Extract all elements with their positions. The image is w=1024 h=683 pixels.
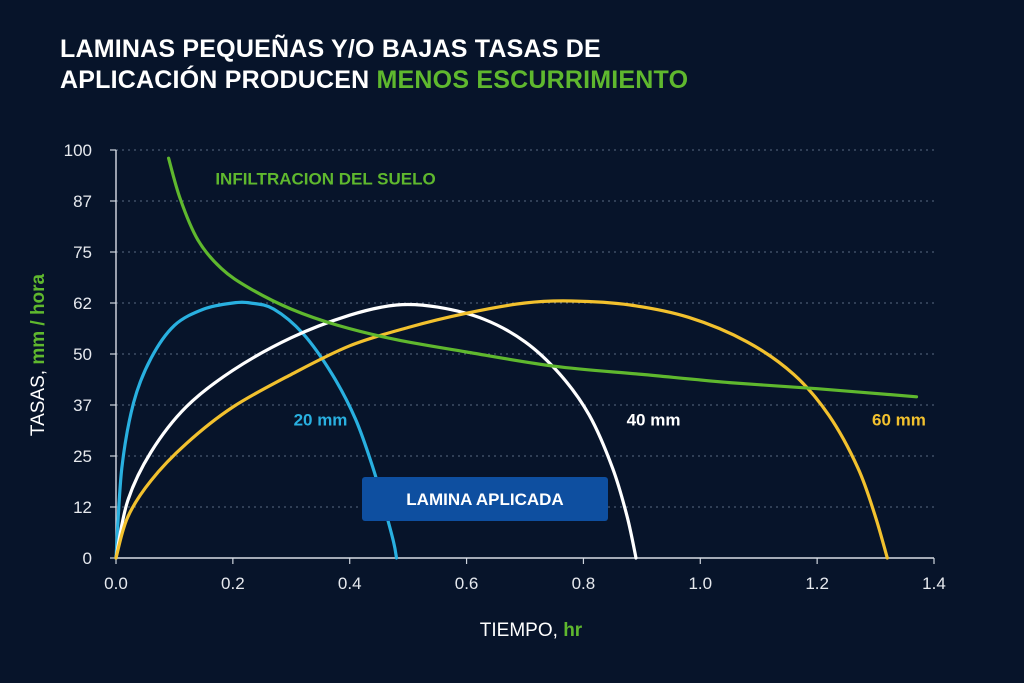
series-line-60-mm — [114, 299, 889, 560]
x-tick-label: 1.4 — [922, 574, 946, 593]
title-line-1: LAMINAS PEQUEÑAS Y/O BAJAS TASAS DE — [60, 35, 601, 63]
x-tick-label: 0.4 — [338, 574, 362, 593]
x-axis-title: TIEMPO, hr — [480, 620, 583, 641]
series-line-40-mm — [114, 302, 638, 560]
title-line-2: APLICACIÓN PRODUCEN MENOS ESCURRIMIENTO — [60, 65, 688, 96]
title-line-2-prefix: APLICACIÓN PRODUCEN — [60, 66, 377, 94]
y-tick-label: 25 — [73, 447, 92, 466]
lamina-aplicada-box — [362, 477, 608, 521]
series-label-infiltracion-del-suelo: INFILTRACION DEL SUELO — [215, 170, 435, 189]
y-tick-label: 37 — [73, 396, 92, 415]
x-tick-label: 0.2 — [221, 574, 245, 593]
y-tick-label: 50 — [73, 345, 92, 364]
y-tick-label: 75 — [73, 243, 92, 262]
series-line-20-mm — [114, 300, 399, 560]
series-label-40-mm: 40 mm — [627, 410, 681, 429]
title-accent: MENOS ESCURRIMIENTO — [376, 66, 689, 94]
y-tick-label: 12 — [73, 498, 92, 517]
x-tick-label: 0.8 — [572, 574, 596, 593]
chart-title: LAMINAS PEQUEÑAS Y/O BAJAS TASAS DE APLI… — [60, 34, 688, 96]
x-tick-label: 1.2 — [805, 574, 829, 593]
y-tick-label: 87 — [73, 192, 92, 211]
lamina-aplicada-label: LAMINA APLICADA — [406, 490, 563, 509]
x-tick-label: 0.6 — [455, 574, 479, 593]
series-line-infiltracion-del-suelo — [167, 156, 919, 399]
y-tick-label: 62 — [73, 294, 92, 313]
x-tick-label: 0.0 — [104, 574, 128, 593]
x-tick-label: 1.0 — [688, 574, 712, 593]
y-axis-title: TASAS, mm / hora — [28, 273, 49, 436]
y-tick-label: 100 — [64, 141, 92, 160]
series-label-20-mm: 20 mm — [294, 410, 348, 429]
series-label-60-mm: 60 mm — [872, 410, 926, 429]
y-tick-label: 0 — [83, 549, 92, 568]
